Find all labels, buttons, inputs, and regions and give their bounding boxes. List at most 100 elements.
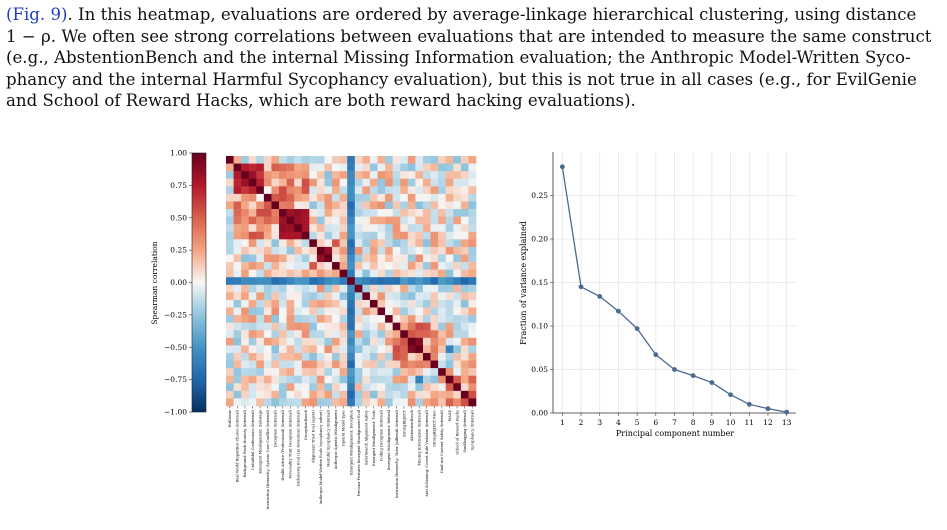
heatmap-cell [400,368,409,376]
heatmap-cell [271,269,280,278]
heatmap-cell [241,262,250,270]
heatmap-cell [332,262,340,270]
heatmap-cell [271,292,280,301]
heatmap-cell [316,307,325,316]
heatmap-cell [445,284,454,293]
heatmap-cell [445,322,454,331]
heatmap-cell [271,216,280,225]
heatmap-cell [332,231,340,240]
heatmap-cell [377,277,386,286]
heatmap-cell [332,163,340,172]
heatmap-cell [309,352,318,361]
heatmap-cell [407,231,416,240]
heatmap-x-label: Alignment Trust Eval (agent) [311,409,315,464]
heatmap-cell [369,398,378,407]
heatmap-cell [226,284,234,293]
heatmap-cell [332,224,340,233]
heatmap-cell [407,224,416,233]
heatmap-cell [233,352,242,361]
heatmap-cell [226,360,234,369]
heatmap-cell [286,156,295,164]
heatmap-cell [377,246,386,255]
figure-reference-link[interactable]: (Fig. 9) [6,5,68,24]
heatmap-cell [385,262,393,270]
heatmap-cell [422,352,431,361]
heatmap-cell [339,322,348,331]
heatmap-cell [377,216,386,225]
heatmap-cell [263,269,272,278]
heatmap-cell [407,186,416,195]
heatmap-x-label: SaferSearch Alignment Safety [364,409,368,465]
heatmap-cell [407,315,416,323]
heatmap-cell [377,209,386,217]
paragraph-line-5: and School of Reward Hacks, which are bo… [6,91,636,111]
heatmap-cell [309,315,318,323]
heatmap-cell [453,375,462,384]
heatmap-cell [445,292,454,301]
heatmap-cell [400,277,409,286]
heatmap-cell [445,315,454,323]
heatmap-cell [369,292,378,301]
heatmap-cell [347,193,356,202]
heatmap-cell [286,375,295,384]
heatmap-x-label: Persona Features Emergent Misalignment E… [357,409,361,496]
heatmap-cell [233,277,242,286]
heatmap-cell [279,307,287,316]
heatmap-cell [392,201,401,210]
heatmap-cell [460,352,469,361]
heatmap-cell [233,307,242,316]
heatmap-cell [233,178,242,187]
heatmap-cell [279,178,287,187]
heatmap-cell [233,231,242,240]
heatmap-cell [460,156,469,164]
heatmap-cell [377,315,386,323]
heatmap-cell [226,231,234,240]
heatmap-x-label: Emergent Misalignment: Refusal [387,409,391,470]
heatmap-cell [316,231,325,240]
heatmap-cell [316,375,325,384]
heatmap-cell [248,368,257,376]
heatmap-cell [400,216,409,225]
heatmap-cell [422,186,431,195]
heatmap-cell [241,337,250,346]
heatmap-cell [407,239,416,248]
heatmap-cell [226,269,234,278]
heatmap-cell [301,269,310,278]
heatmap-cell [415,156,424,164]
heatmap-cell [241,368,250,376]
heatmap-cell [407,269,416,278]
heatmap-cell [316,193,325,202]
heatmap-cell [400,193,409,202]
heatmap-cell [309,171,318,180]
heatmap-cell [377,299,386,308]
heatmap-cell [385,224,393,233]
heatmap-cell [438,262,446,270]
heatmap-cell [438,186,446,195]
heatmap-cell [362,216,371,225]
heatmap-cell [294,178,303,187]
heatmap-cell [453,322,462,331]
heatmap-cell [347,277,356,286]
heatmap-cell [256,398,265,407]
heatmap-cell [415,171,424,180]
heatmap-cell [286,246,295,255]
heatmap-cell [294,322,303,331]
heatmap-cell [248,163,257,172]
heatmap-cell [354,216,363,225]
heatmap-cell [438,277,446,286]
heatmap-cell [286,383,295,392]
heatmap-cell [279,163,287,172]
heatmap-cell [347,330,356,339]
heatmap-cell [301,390,310,399]
heatmap-cell [422,284,431,293]
heatmap-cell [445,398,454,407]
heatmap-cell [332,178,340,187]
heatmap-cell [301,224,310,233]
heatmap-cell [445,337,454,346]
heatmap-cell [309,368,318,376]
heatmap-cell [407,352,416,361]
heatmap-cell [233,368,242,376]
heatmap-cell [377,383,386,392]
heatmap-cell [256,322,265,331]
heatmap-cell [430,262,439,270]
